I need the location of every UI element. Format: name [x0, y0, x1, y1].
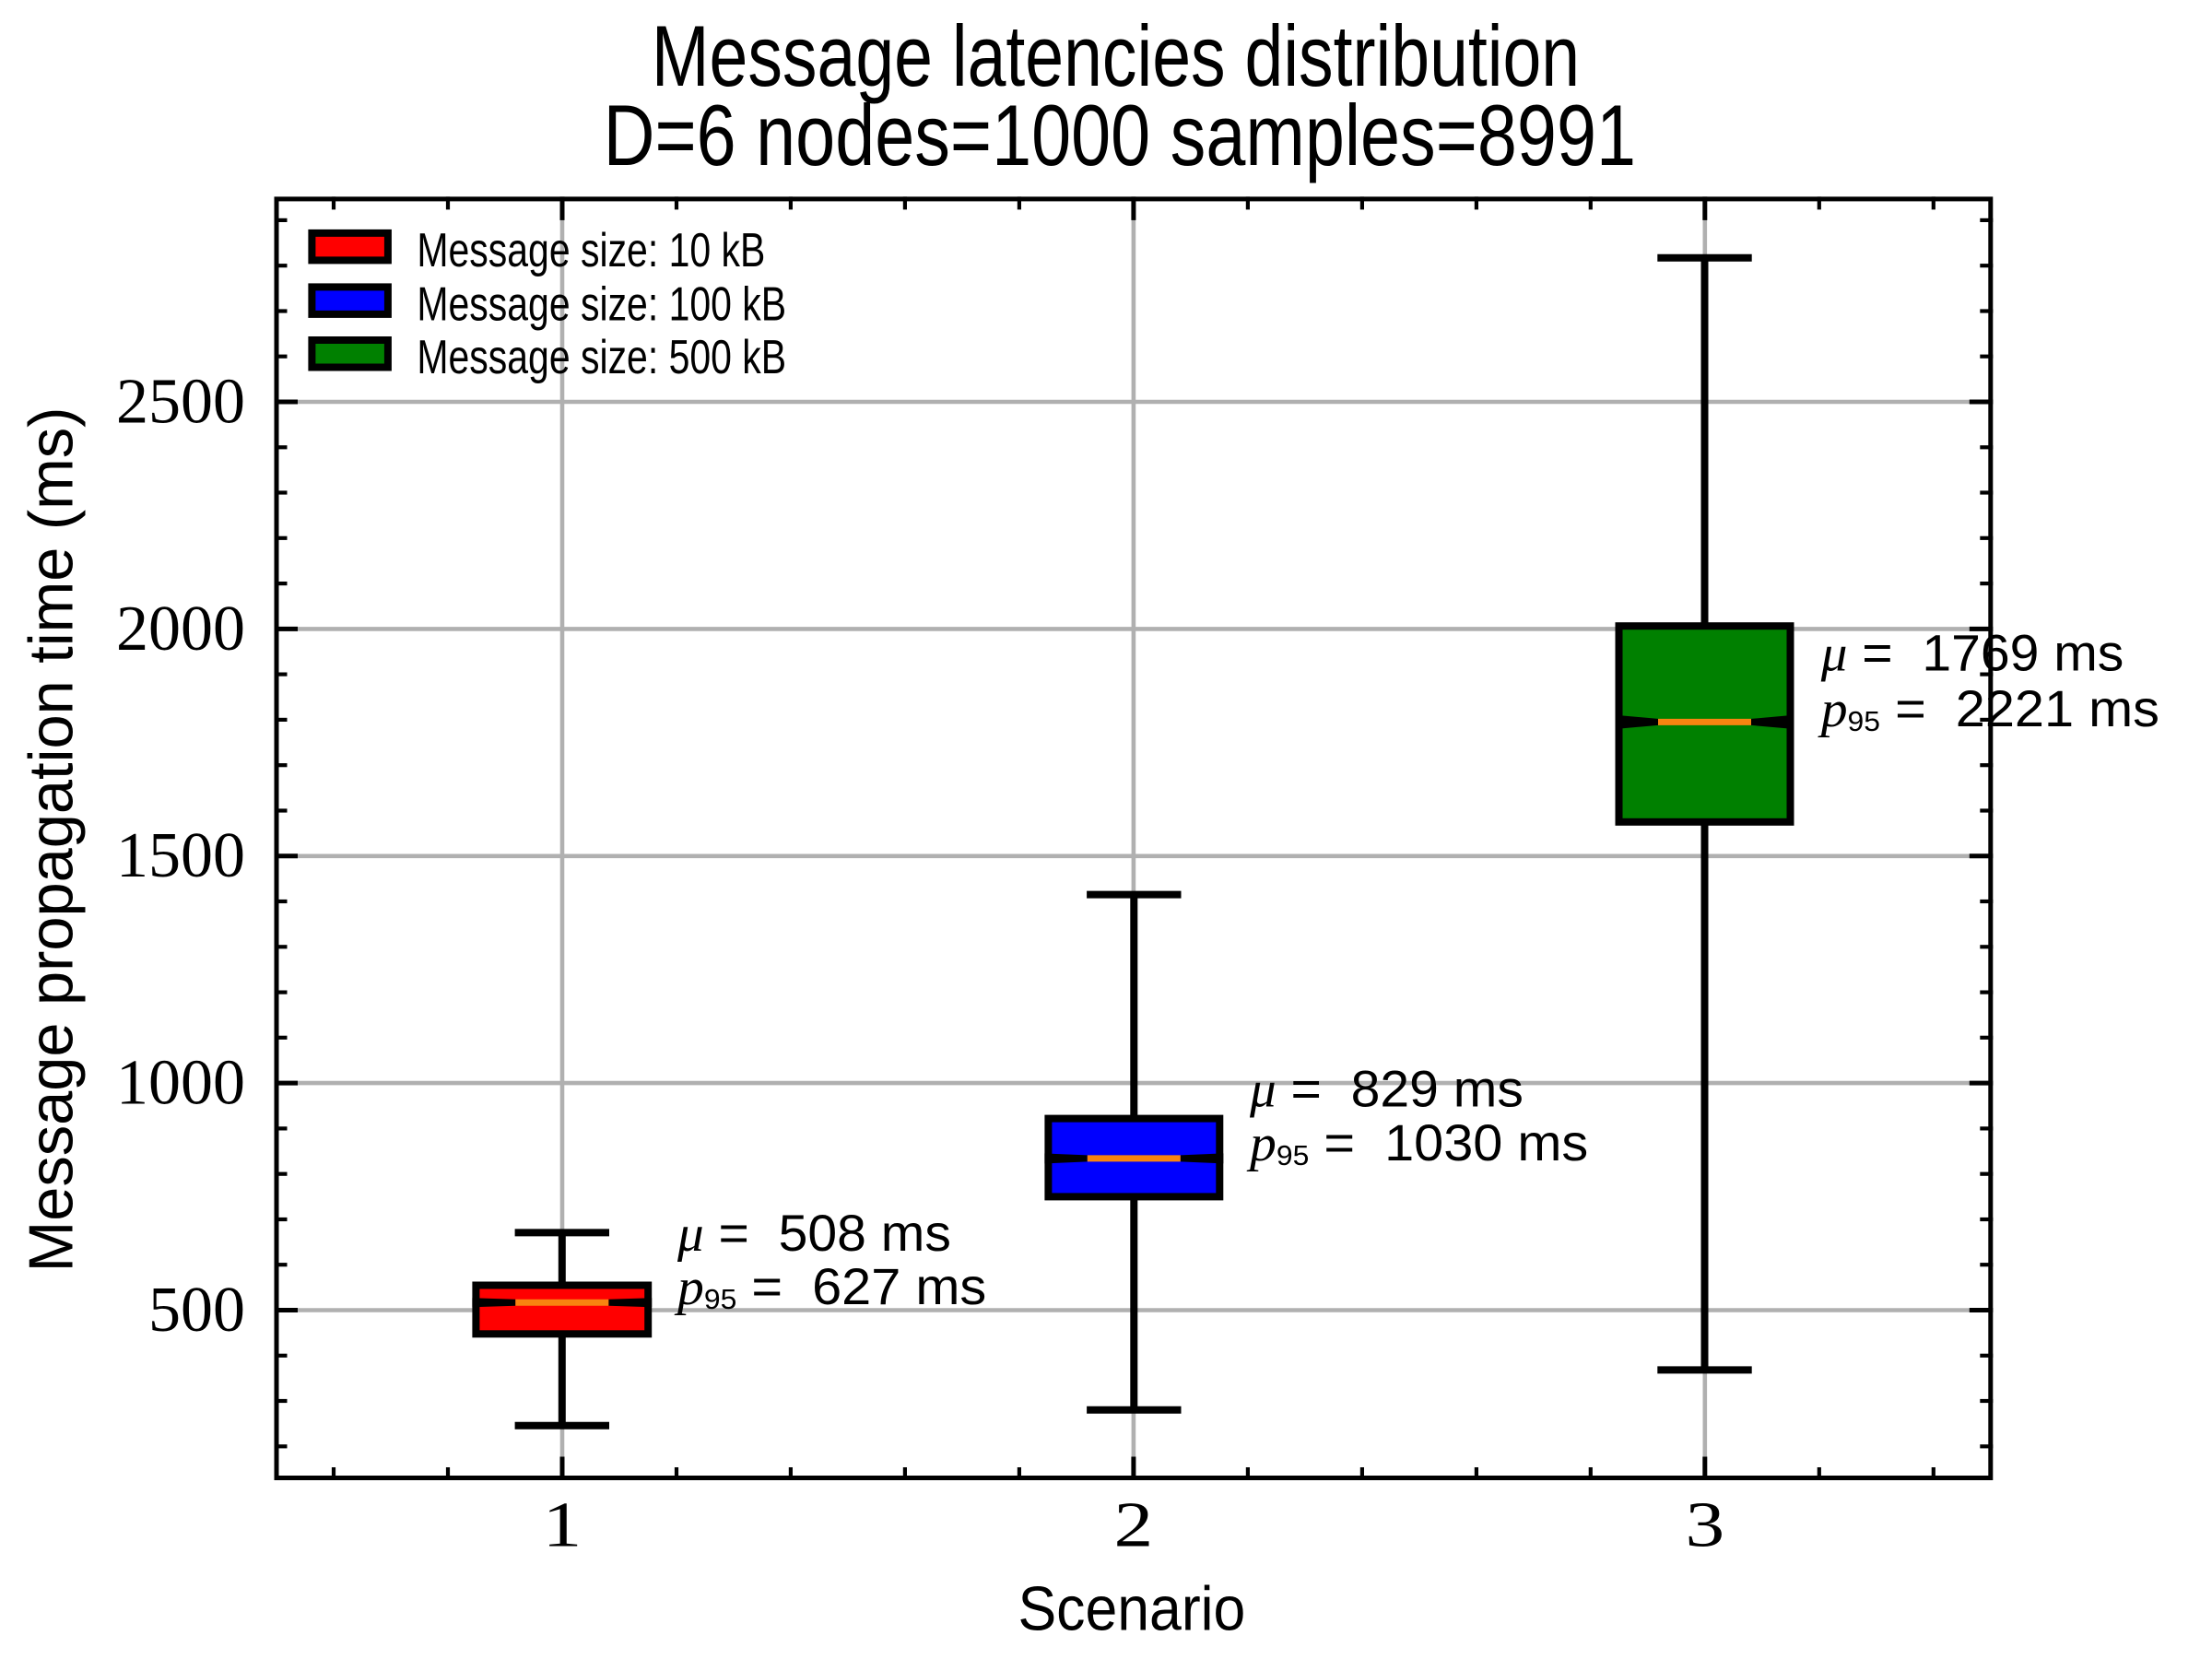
svg-text:Message size: 500 kB: Message size: 500 kB — [417, 331, 786, 384]
svg-text:p95 = 627 ms: p95 = 627 ms — [674, 1259, 986, 1316]
svg-text:D=6 nodes=1000 samples=8991: D=6 nodes=1000 samples=8991 — [604, 88, 1636, 184]
svg-text:2500: 2500 — [116, 367, 245, 438]
svg-text:3: 3 — [1685, 1488, 1724, 1560]
svg-text:μ = 508 ms: μ = 508 ms — [677, 1205, 951, 1263]
svg-text:μ = 1769 ms: μ = 1769 ms — [1820, 624, 2124, 682]
svg-text:Message size: 100 kB: Message size: 100 kB — [417, 277, 786, 331]
svg-text:2000: 2000 — [116, 594, 245, 665]
svg-text:μ = 829 ms: μ = 829 ms — [1249, 1060, 1524, 1118]
svg-text:Message latencies distribution: Message latencies distribution — [652, 8, 1580, 105]
svg-text:Message propagation time (ms): Message propagation time (ms) — [17, 407, 87, 1273]
svg-text:1: 1 — [543, 1488, 582, 1560]
svg-text:2: 2 — [1114, 1488, 1154, 1560]
svg-text:500: 500 — [148, 1275, 245, 1346]
svg-text:1000: 1000 — [116, 1048, 245, 1119]
svg-text:p95 = 2221 ms: p95 = 2221 ms — [1818, 681, 2159, 738]
svg-text:Scenario: Scenario — [1018, 1573, 1245, 1643]
svg-text:p95 = 1030 ms: p95 = 1030 ms — [1246, 1115, 1588, 1172]
svg-text:1500: 1500 — [116, 820, 245, 891]
svg-text:Message size: 10 kB: Message size: 10 kB — [417, 223, 765, 276]
